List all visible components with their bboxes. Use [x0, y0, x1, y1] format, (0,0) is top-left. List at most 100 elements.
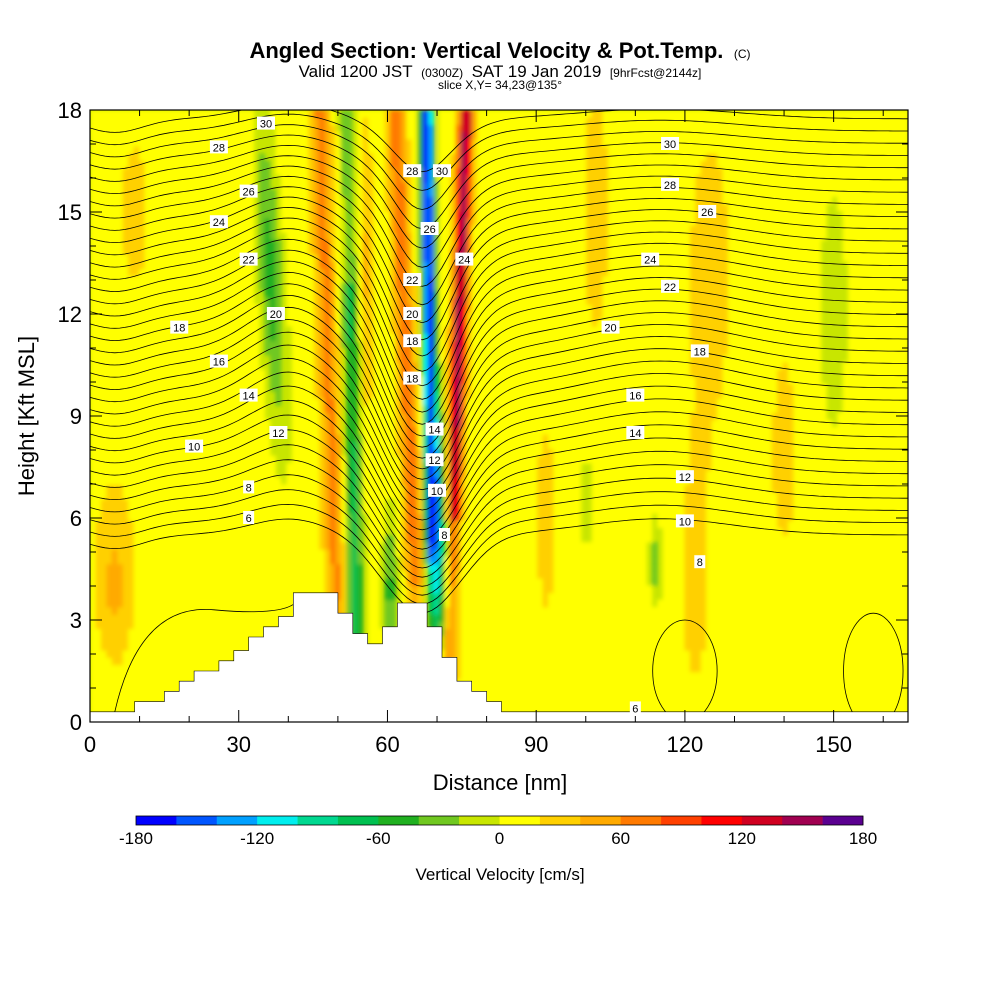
field-cell — [853, 614, 860, 622]
field-cell — [564, 570, 571, 579]
field-cell — [886, 657, 893, 665]
field-cell — [788, 635, 795, 644]
field-cell — [319, 549, 326, 557]
field-cell — [428, 556, 435, 565]
field-cell — [793, 686, 800, 694]
field-cell — [782, 635, 789, 644]
field-cell — [340, 542, 347, 550]
field-cell — [100, 498, 107, 507]
field-cell — [291, 513, 298, 521]
field-cell — [678, 527, 686, 536]
field-cell — [324, 520, 331, 529]
subtitle-forecast: [9hrFcst@2144z] — [610, 66, 702, 80]
field-cell — [177, 628, 184, 637]
field-cell — [526, 556, 533, 565]
field-cell — [231, 578, 238, 586]
field-cell — [613, 592, 620, 601]
field-cell — [695, 491, 702, 500]
field-cell — [171, 549, 178, 557]
field-cell — [324, 484, 331, 493]
field-cell — [340, 570, 347, 579]
field-cell — [144, 506, 151, 514]
field-cell — [897, 513, 904, 521]
field-cell — [602, 484, 609, 493]
field-cell — [264, 606, 271, 615]
field-cell — [160, 585, 167, 593]
field-cell — [226, 470, 233, 478]
field-cell — [439, 520, 446, 529]
field-cell — [106, 491, 113, 500]
field-cell — [95, 657, 102, 665]
field-cell — [237, 477, 244, 485]
field-cell — [869, 491, 876, 500]
field-cell — [133, 556, 140, 565]
field-cell — [177, 592, 184, 601]
field-cell — [128, 563, 135, 572]
field-cell — [897, 678, 904, 687]
field-cell — [853, 484, 860, 493]
field-cell — [199, 491, 206, 500]
field-cell — [329, 534, 336, 543]
field-cell — [902, 513, 908, 521]
field-cell — [728, 520, 735, 529]
field-cell — [95, 606, 102, 615]
field-cell — [848, 578, 855, 586]
field-cell — [188, 671, 195, 680]
field-cell — [569, 498, 576, 507]
field-cell — [891, 556, 898, 565]
field-cell — [220, 563, 227, 572]
field-cell — [728, 606, 735, 615]
field-cell — [902, 498, 908, 507]
field-cell — [880, 614, 887, 622]
field-cell — [482, 534, 489, 543]
field-cell — [417, 491, 424, 500]
field-cell — [684, 527, 691, 536]
field-cell — [673, 693, 680, 701]
field-cell — [106, 700, 113, 709]
field-cell — [826, 700, 833, 709]
field-cell — [373, 542, 380, 550]
field-cell — [471, 484, 478, 493]
field-cell — [531, 549, 538, 557]
field-cell — [804, 513, 811, 521]
field-cell — [853, 585, 860, 593]
field-cell — [269, 542, 277, 550]
field-cell — [264, 563, 271, 572]
field-cell — [231, 556, 238, 565]
field-cell — [471, 534, 478, 543]
field-cell — [668, 477, 675, 485]
field-cell — [564, 614, 571, 622]
field-cell — [788, 642, 795, 651]
field-cell — [444, 642, 451, 651]
field-cell — [722, 650, 729, 658]
field-cell — [717, 693, 724, 701]
field-cell — [209, 664, 217, 673]
field-cell — [837, 657, 844, 665]
field-cell — [738, 606, 745, 615]
field-cell — [678, 671, 686, 680]
field-cell — [264, 484, 271, 493]
field-cell — [793, 498, 800, 507]
field-cell — [411, 592, 418, 601]
field-cell — [831, 657, 838, 665]
field-cell — [651, 563, 658, 572]
field-cell — [728, 498, 735, 507]
field-cell — [689, 549, 696, 557]
field-cell — [858, 592, 865, 601]
field-cell — [542, 498, 549, 507]
field-cell — [122, 563, 129, 572]
field-cell — [253, 614, 260, 622]
field-cell — [537, 527, 544, 536]
field-cell — [826, 570, 833, 579]
field-cell — [613, 599, 620, 608]
field-cell — [728, 664, 735, 673]
field-cell — [122, 700, 129, 709]
field-cell — [897, 621, 904, 629]
field-cell — [144, 542, 151, 550]
field-cell — [117, 477, 124, 485]
field-cell — [864, 599, 871, 608]
field-cell — [264, 506, 271, 514]
field-cell — [139, 606, 146, 615]
field-cell — [689, 642, 696, 651]
field-cell — [160, 671, 167, 680]
